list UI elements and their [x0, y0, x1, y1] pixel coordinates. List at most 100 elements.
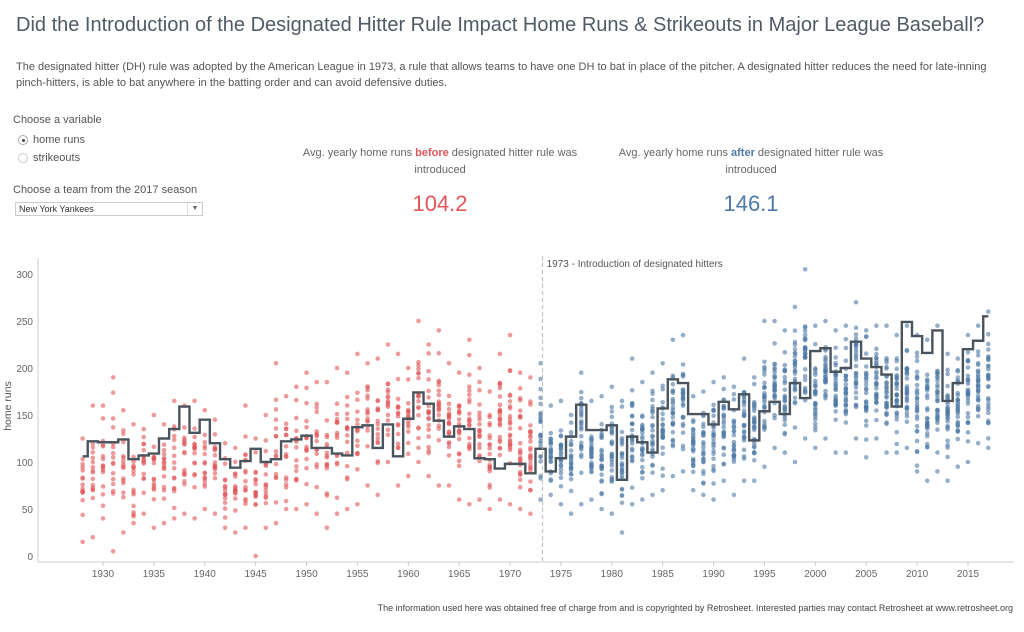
- data-point: [538, 386, 543, 392]
- data-point: [874, 436, 879, 441]
- data-point: [294, 445, 299, 450]
- data-point: [171, 465, 177, 471]
- data-point: [558, 446, 564, 452]
- data-point: [650, 470, 655, 475]
- data-point: [762, 399, 767, 405]
- radio-selected-icon[interactable]: [18, 135, 28, 145]
- data-point: [721, 403, 727, 409]
- data-point: [833, 355, 838, 360]
- data-point: [670, 405, 676, 411]
- data-point: [467, 388, 472, 393]
- data-point: [344, 403, 350, 408]
- x-tick-label: 1940: [194, 569, 217, 580]
- data-point: [965, 459, 971, 465]
- data-point: [853, 352, 859, 358]
- data-point: [986, 384, 991, 390]
- data-point: [945, 351, 950, 357]
- team-select[interactable]: New York Yankees ▼: [15, 202, 203, 216]
- data-point: [294, 464, 299, 469]
- data-point: [731, 459, 737, 465]
- data-point: [874, 400, 879, 406]
- data-point: [650, 433, 655, 439]
- data-point: [517, 397, 523, 403]
- data-point: [161, 496, 167, 501]
- data-point: [772, 415, 777, 421]
- data-point: [467, 435, 472, 441]
- data-point: [924, 384, 930, 390]
- data-point: [314, 431, 319, 437]
- data-point: [456, 429, 462, 434]
- data-point: [304, 418, 309, 424]
- data-point: [416, 398, 421, 404]
- data-point: [772, 387, 777, 393]
- data-point: [446, 444, 452, 450]
- data-point: [436, 350, 442, 356]
- data-point: [131, 422, 136, 427]
- data-point: [395, 396, 401, 402]
- data-point: [670, 429, 676, 435]
- data-point: [853, 325, 859, 331]
- data-point: [762, 394, 767, 400]
- data-point: [629, 502, 635, 507]
- data-point: [955, 423, 961, 428]
- data-point: [294, 397, 299, 403]
- radio-label: strikeouts: [33, 152, 81, 164]
- data-point: [568, 448, 574, 453]
- data-point: [253, 436, 258, 441]
- data-point: [690, 469, 696, 475]
- data-point: [161, 452, 167, 457]
- chevron-down-icon[interactable]: ▼: [187, 203, 202, 215]
- data-point: [446, 361, 452, 366]
- data-point: [314, 484, 319, 490]
- data-point: [314, 451, 319, 457]
- data-point: [232, 474, 238, 479]
- data-point: [507, 447, 513, 453]
- radio-strikeouts[interactable]: strikeouts: [18, 152, 80, 164]
- data-point: [935, 369, 940, 375]
- data-point: [161, 463, 167, 468]
- data-point: [924, 415, 930, 421]
- data-point: [670, 399, 676, 404]
- data-point: [751, 381, 757, 387]
- team-select-value: New York Yankees: [19, 204, 94, 214]
- data-point: [802, 336, 808, 341]
- data-point: [721, 445, 727, 451]
- data-point: [212, 511, 218, 516]
- data-point: [243, 452, 248, 458]
- data-point: [131, 510, 136, 515]
- data-point: [751, 450, 757, 456]
- data-point: [599, 457, 604, 463]
- data-point: [528, 423, 533, 428]
- data-point: [731, 446, 737, 452]
- data-point: [782, 396, 788, 402]
- data-point: [609, 460, 615, 465]
- y-tick-label: 100: [16, 458, 33, 469]
- data-point: [741, 478, 747, 484]
- data-point: [986, 357, 991, 362]
- data-point: [782, 450, 788, 455]
- data-point: [202, 461, 208, 466]
- data-point: [558, 463, 564, 469]
- data-point: [935, 469, 940, 474]
- data-point: [884, 412, 889, 417]
- data-point: [141, 441, 147, 447]
- data-point: [192, 445, 197, 450]
- data-point: [813, 389, 818, 394]
- data-point: [477, 458, 482, 464]
- data-point: [131, 468, 136, 474]
- data-point: [619, 404, 625, 409]
- data-point: [344, 463, 350, 469]
- data-point: [405, 419, 411, 424]
- radio-home-runs[interactable]: home runs: [18, 134, 85, 146]
- data-point: [467, 392, 472, 397]
- data-point: [304, 481, 309, 487]
- data-point: [975, 383, 981, 389]
- data-point: [680, 389, 686, 395]
- data-point: [874, 355, 879, 361]
- radio-unselected-icon[interactable]: [18, 153, 28, 163]
- data-point: [935, 323, 940, 328]
- data-point: [344, 411, 350, 416]
- data-point: [833, 345, 838, 351]
- data-point: [395, 445, 401, 451]
- data-point: [578, 370, 584, 375]
